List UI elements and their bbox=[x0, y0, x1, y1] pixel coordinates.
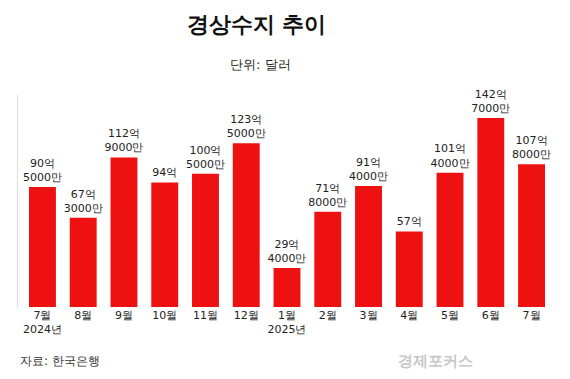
svg-text:90억5000만: 90억5000만 bbox=[23, 157, 62, 184]
svg-text:91억4000만: 91억4000만 bbox=[349, 156, 388, 183]
svg-text:단위: 달러: 단위: 달러 bbox=[230, 57, 291, 72]
svg-text:7월2024년: 7월2024년 bbox=[23, 309, 62, 336]
svg-text:29억4000만: 29억4000만 bbox=[268, 238, 307, 265]
svg-text:1월2025년: 1월2025년 bbox=[268, 309, 307, 336]
svg-text:101억4000만: 101억4000만 bbox=[431, 142, 470, 169]
svg-text:6월: 6월 bbox=[482, 309, 500, 322]
svg-text:142억7000만: 142억7000만 bbox=[471, 88, 510, 115]
svg-text:107억8000만: 107억8000만 bbox=[512, 134, 551, 161]
svg-text:57억: 57억 bbox=[397, 215, 422, 228]
svg-text:112억9000만: 112억9000만 bbox=[104, 127, 143, 154]
svg-text:67억3000만: 67억3000만 bbox=[64, 188, 103, 215]
svg-text:경상수지 추이: 경상수지 추이 bbox=[187, 12, 327, 37]
svg-text:2월: 2월 bbox=[319, 309, 337, 322]
svg-text:3월: 3월 bbox=[360, 309, 378, 322]
svg-text:94억: 94억 bbox=[152, 166, 177, 179]
svg-text:경제포커스: 경제포커스 bbox=[398, 352, 473, 370]
svg-text:자료: 한국은행: 자료: 한국은행 bbox=[20, 354, 100, 368]
svg-text:100억5000만: 100억5000만 bbox=[186, 144, 225, 171]
svg-text:123억5000만: 123억5000만 bbox=[227, 113, 266, 140]
svg-text:7월: 7월 bbox=[523, 309, 541, 322]
svg-text:12월: 12월 bbox=[234, 309, 259, 322]
svg-text:9월: 9월 bbox=[115, 309, 133, 322]
svg-text:5월: 5월 bbox=[441, 309, 459, 322]
svg-text:8월: 8월 bbox=[74, 309, 92, 322]
svg-text:10월: 10월 bbox=[152, 309, 177, 322]
svg-text:4월: 4월 bbox=[400, 309, 418, 322]
svg-text:11월: 11월 bbox=[193, 309, 218, 322]
svg-text:71억8000만: 71억8000만 bbox=[308, 182, 347, 209]
